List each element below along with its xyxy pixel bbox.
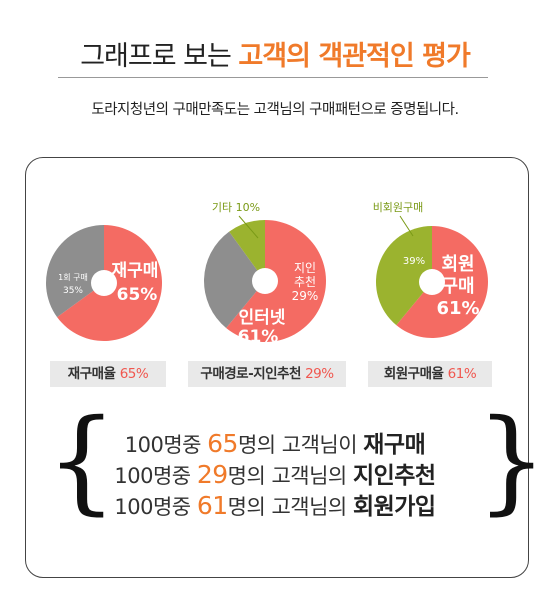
slice-label-referral-line2: 추천 bbox=[294, 274, 316, 289]
slice-value-nonmember: 39% bbox=[403, 256, 425, 267]
title-plain: 그래프로 보는 bbox=[80, 41, 232, 72]
pie-center-hole bbox=[252, 268, 278, 294]
pie-chart-repurchase bbox=[46, 225, 163, 342]
summary-line-1: 100명중 65명의 고객님이 재구매 bbox=[0, 425, 550, 459]
pie-slice-1-2 bbox=[46, 225, 104, 318]
slice-value-repurchase: 65% bbox=[117, 285, 158, 305]
caption-label: 회원구매율 bbox=[383, 366, 444, 382]
caption-label: 구매경로-지인추천 bbox=[200, 366, 301, 382]
summary-prefix: 100명중 bbox=[124, 433, 202, 457]
summary-number: 29 bbox=[196, 460, 228, 489]
summary-middle: 명의 고객님이 bbox=[237, 433, 358, 457]
slice-value-internet: 61% bbox=[238, 327, 279, 347]
left-brace: { bbox=[46, 396, 118, 526]
summary-emphasis: 재구매 bbox=[363, 432, 426, 458]
slice-label-other-name: 기타 bbox=[212, 201, 232, 214]
caption-value: 61% bbox=[447, 366, 477, 382]
slice-value-other: 10% bbox=[236, 201, 260, 214]
pie-center-hole bbox=[91, 270, 117, 296]
page-subtitle: 도라지청년의 구매만족도는 고객님의 구매패턴으로 증명됩니다. bbox=[91, 102, 459, 118]
pie-center-hole bbox=[419, 269, 445, 295]
slice-value-member: 61% bbox=[436, 298, 479, 319]
slice-value-onetime: 35% bbox=[63, 286, 83, 296]
slice-label-member-line1: 회원 bbox=[441, 254, 474, 275]
summary-line-3: 100명중 61명의 고객님의 회원가입 bbox=[0, 487, 550, 521]
pie-chart-purchase-route bbox=[204, 220, 327, 343]
page-title: 그래프로 보는 고객의 객관적인 평가 bbox=[0, 34, 550, 73]
leader-line-other bbox=[238, 215, 259, 239]
slice-label-onetime: 1회 구매 bbox=[58, 273, 88, 282]
caption-label: 재구매율 bbox=[67, 366, 116, 382]
summary-prefix: 100명중 bbox=[114, 464, 191, 488]
summary-middle: 명의 고객님의 bbox=[227, 495, 348, 519]
summary-emphasis: 지인추천 bbox=[352, 463, 436, 489]
pie-chart-membership bbox=[375, 226, 488, 339]
slice-label-internet: 인터넷 bbox=[239, 308, 286, 328]
summary-number: 61 bbox=[196, 491, 228, 520]
pie-slice-3-2 bbox=[375, 226, 432, 326]
caption-value: 29% bbox=[305, 366, 334, 382]
summary-line-2: 100명중 29명의 고객님의 지인추천 bbox=[0, 456, 550, 490]
title-highlight: 고객의 객관적인 평가 bbox=[238, 41, 470, 72]
slice-label-referral-line1: 지인 bbox=[294, 261, 316, 275]
caption-value: 65% bbox=[119, 366, 149, 382]
summary-emphasis: 회원가입 bbox=[352, 494, 436, 520]
summary-number: 65 bbox=[207, 429, 238, 458]
right-brace: } bbox=[476, 396, 548, 526]
slice-label-repurchase: 재구매 bbox=[112, 261, 159, 281]
title-divider bbox=[58, 77, 488, 78]
pie-slice-2-2 bbox=[204, 231, 265, 328]
slice-label-member-line2: 구매 bbox=[441, 276, 474, 297]
slice-value-referral: 29% bbox=[292, 289, 319, 303]
caption-route: 구매경로-지인추천 29% bbox=[188, 361, 346, 387]
summary-middle: 명의 고객님의 bbox=[227, 464, 348, 488]
slice-label-other: 기타 10% bbox=[212, 201, 260, 214]
leader-line-nonmember bbox=[399, 215, 414, 237]
summary-prefix: 100명중 bbox=[114, 495, 191, 519]
caption-repurchase: 재구매율 65% bbox=[50, 361, 166, 387]
caption-membership: 회원구매율 61% bbox=[368, 361, 492, 387]
slice-label-nonmember: 비회원구매 bbox=[373, 201, 424, 214]
